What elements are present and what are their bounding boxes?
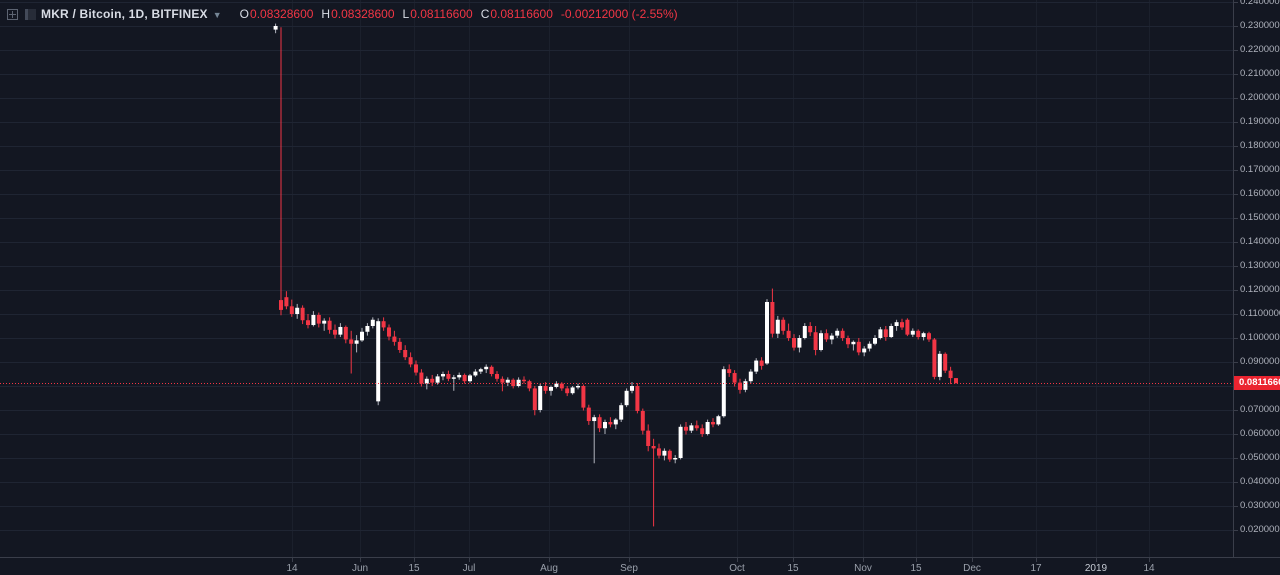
price-tick	[1234, 530, 1238, 531]
time-tick	[292, 558, 293, 562]
time-tick	[972, 558, 973, 562]
time-tick-label: 15	[787, 563, 799, 574]
time-tick-label: Dec	[963, 563, 981, 574]
price-tick	[1234, 314, 1238, 315]
price-tick-label: 0.06000000	[1240, 428, 1280, 439]
price-tick	[1234, 122, 1238, 123]
price-tick-label: 0.04000000	[1240, 476, 1280, 487]
time-tick-label: Sep	[620, 563, 638, 574]
time-tick	[414, 558, 415, 562]
price-tick-label: 0.13000000	[1240, 260, 1280, 271]
time-tick-label: 17	[1030, 563, 1042, 574]
last-price-badge: 0.08116600	[1234, 376, 1280, 390]
price-tick-label: 0.15000000	[1240, 212, 1280, 223]
time-tick-label: 14	[1143, 563, 1155, 574]
price-tick	[1234, 434, 1238, 435]
price-tick	[1234, 146, 1238, 147]
price-tick	[1234, 506, 1238, 507]
time-tick	[916, 558, 917, 562]
price-tick	[1234, 290, 1238, 291]
time-tick	[737, 558, 738, 562]
time-tick	[1096, 558, 1097, 562]
time-tick-label: Aug	[540, 563, 558, 574]
time-tick-label: 15	[910, 563, 922, 574]
price-tick-label: 0.07000000	[1240, 404, 1280, 415]
price-tick	[1234, 266, 1238, 267]
time-tick	[469, 558, 470, 562]
price-axis[interactable]: 0.08116600 0.24000000 0.23000000 0.2200000…	[1233, 0, 1280, 557]
close-value: 0.08116600	[490, 7, 553, 21]
price-tick-label: 0.23000000	[1240, 20, 1280, 31]
chevron-down-icon: ▼	[212, 9, 222, 20]
time-tick	[1036, 558, 1037, 562]
price-tick	[1234, 2, 1238, 3]
time-tick-label: 2019	[1084, 563, 1108, 574]
time-tick	[793, 558, 794, 562]
price-tick-label: 0.22000000	[1240, 44, 1280, 55]
open-label: O	[239, 7, 250, 21]
add-compare-icon[interactable]	[5, 7, 19, 21]
chart-legend: MKR / Bitcoin, 1D, BITFINEX ▼ O 0.083286…	[5, 6, 678, 22]
price-tick-label: 0.10000000	[1240, 332, 1280, 343]
price-tick-label: 0.03000000	[1240, 500, 1280, 511]
price-tick-label: 0.17000000	[1240, 164, 1280, 175]
price-tick-label: 0.16000000	[1240, 188, 1280, 199]
time-tick-label: 15	[408, 563, 420, 574]
price-tick-label: 0.05000000	[1240, 452, 1280, 463]
price-tick-label: 0.02000000	[1240, 524, 1280, 535]
time-tick	[629, 558, 630, 562]
time-tick-label: 14	[286, 563, 298, 574]
time-tick	[863, 558, 864, 562]
price-tick	[1234, 50, 1238, 51]
price-tick-label: 0.14000000	[1240, 236, 1280, 247]
price-tick-label: 0.20000000	[1240, 92, 1280, 103]
chart-style-icon[interactable]	[23, 7, 37, 21]
price-tick	[1234, 170, 1238, 171]
time-tick-label: Nov	[854, 563, 872, 574]
price-tick-label: 0.12000000	[1240, 284, 1280, 295]
candlestick-canvas[interactable]	[0, 0, 1233, 557]
ohlc-readout: O 0.08328600 H 0.08328600 L 0.08116600 C…	[232, 7, 678, 21]
price-tick	[1234, 362, 1238, 363]
price-tick-label: 0.09000000	[1240, 356, 1280, 367]
change-value: -0.00212000 (-2.55%)	[560, 7, 678, 21]
price-tick	[1234, 482, 1238, 483]
price-tick	[1234, 74, 1238, 75]
price-tick	[1234, 458, 1238, 459]
low-label: L	[402, 7, 410, 21]
close-label: C	[480, 7, 490, 21]
price-tick-label: 0.18000000	[1240, 140, 1280, 151]
price-tick	[1234, 338, 1238, 339]
price-tick	[1234, 410, 1238, 411]
chart-area[interactable]	[0, 0, 1233, 557]
price-tick-label: 0.19000000	[1240, 116, 1280, 127]
time-tick-label: Jul	[462, 563, 476, 574]
time-tick	[360, 558, 361, 562]
price-tick-label: 0.11000000	[1240, 308, 1280, 319]
price-tick	[1234, 98, 1238, 99]
symbol-title: MKR / Bitcoin, 1D, BITFINEX	[41, 7, 208, 21]
price-tick	[1234, 242, 1238, 243]
time-tick-label: Oct	[729, 563, 745, 574]
price-tick-label: 0.21000000	[1240, 68, 1280, 79]
price-tick	[1234, 26, 1238, 27]
high-value: 0.08328600	[331, 7, 395, 21]
symbol-button[interactable]: MKR / Bitcoin, 1D, BITFINEX ▼	[41, 7, 222, 21]
price-tick	[1234, 218, 1238, 219]
time-tick	[1149, 558, 1150, 562]
low-value: 0.08116600	[410, 7, 473, 21]
price-tick-label: 0.24000000	[1240, 0, 1280, 7]
time-tick-label: Jun	[351, 563, 369, 574]
time-axis[interactable]: 14 Jun 15 Jul Aug Sep Oct 15 Nov 15 Dec 17 2019 14	[0, 557, 1280, 575]
open-value: 0.08328600	[250, 7, 314, 21]
time-tick	[549, 558, 550, 562]
high-label: H	[321, 7, 331, 21]
price-tick	[1234, 194, 1238, 195]
